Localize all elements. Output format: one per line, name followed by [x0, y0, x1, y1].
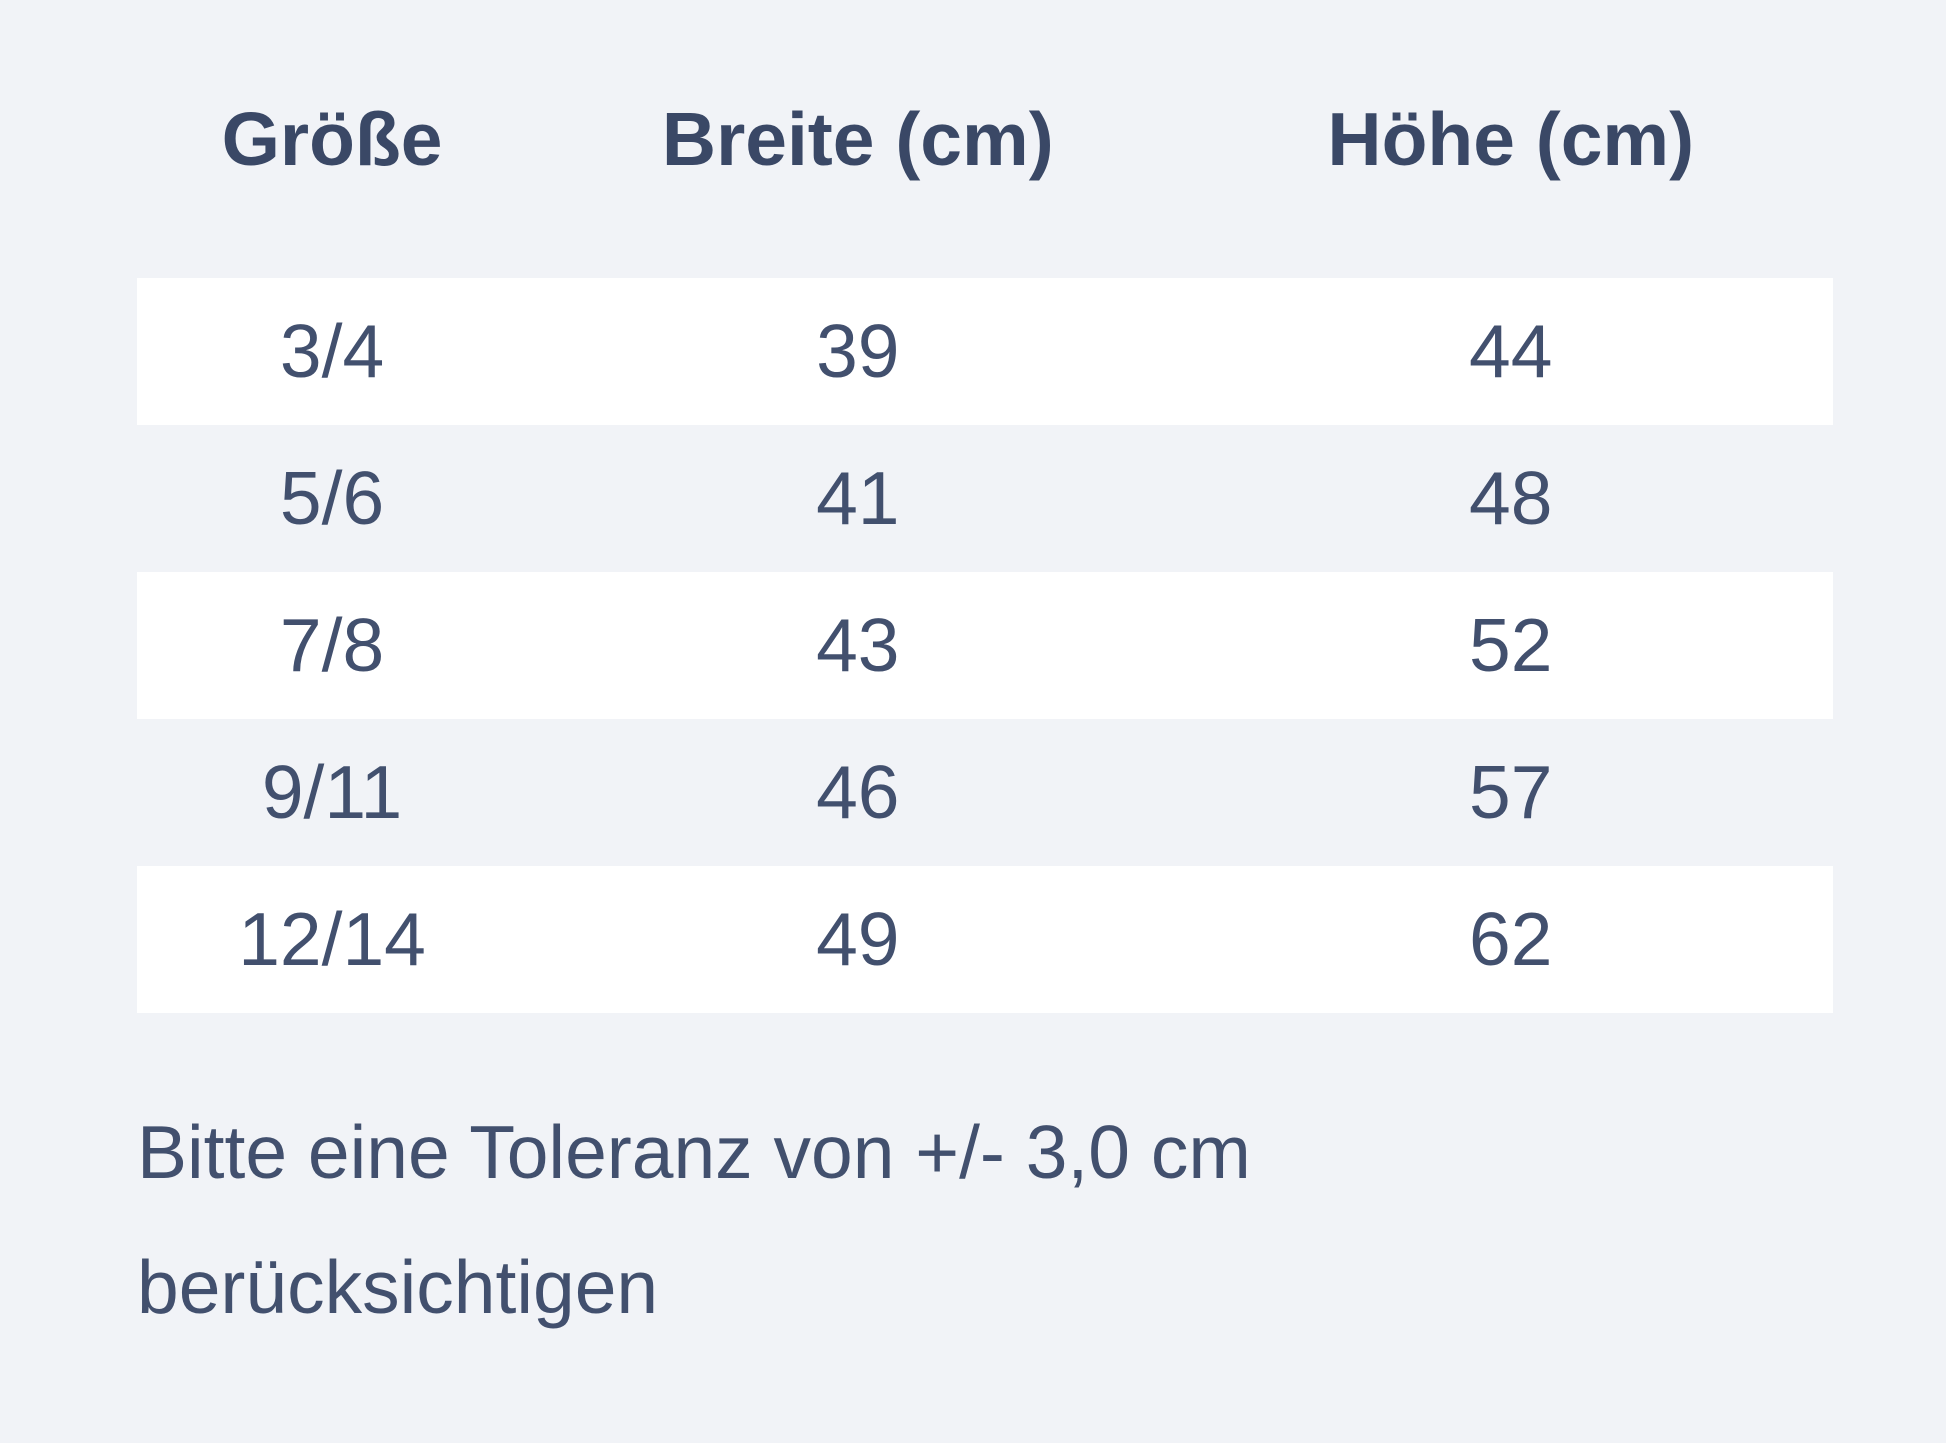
- height-cell: 44: [1469, 309, 1553, 393]
- height-cell: 57: [1469, 750, 1553, 834]
- column-header-breite: Breite (cm): [661, 96, 1054, 181]
- width-cell: 43: [816, 603, 900, 687]
- size-cell: 9/11: [261, 750, 403, 834]
- width-cell: 49: [816, 897, 900, 981]
- column-header-hoehe: Höhe (cm): [1327, 96, 1695, 181]
- size-chart-section: Größe Breite (cm) Höhe (cm) 3/4 39 44 5/…: [137, 0, 1833, 1329]
- table-row: 5/6 41 48: [137, 425, 1833, 572]
- height-cell: 52: [1469, 603, 1553, 687]
- height-cell: 48: [1469, 456, 1553, 540]
- tolerance-note: Bitte eine Toleranz von +/- 3,0 cm berüc…: [137, 1110, 1251, 1329]
- height-cell: 62: [1469, 897, 1553, 981]
- size-cell: 5/6: [279, 456, 385, 540]
- size-cell: 7/8: [279, 603, 385, 687]
- size-cell: 3/4: [279, 309, 385, 393]
- table-row: 3/4 39 44: [137, 278, 1833, 425]
- size-cell: 12/14: [238, 897, 426, 981]
- width-cell: 41: [816, 456, 900, 540]
- table-row: 9/11 46 57: [137, 719, 1833, 866]
- size-chart-table: Größe Breite (cm) Höhe (cm) 3/4 39 44 5/…: [137, 0, 1833, 1013]
- width-cell: 39: [816, 309, 900, 393]
- table-row: 7/8 43 52: [137, 572, 1833, 719]
- width-cell: 46: [816, 750, 900, 834]
- table-row: 12/14 49 62: [137, 866, 1833, 1013]
- size-chart-header-row: Größe Breite (cm) Höhe (cm): [137, 0, 1833, 278]
- column-header-groesse: Größe: [221, 96, 443, 181]
